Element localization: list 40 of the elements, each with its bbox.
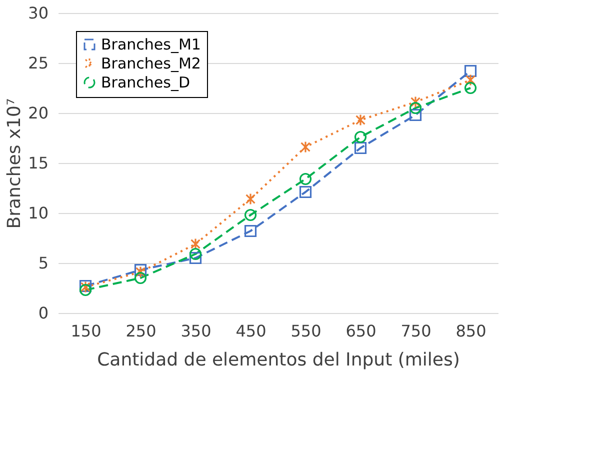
point (409, 108, 422, 122)
point (300, 140, 310, 154)
point (299, 186, 312, 198)
point (244, 224, 257, 238)
y-tick-label: 5 (38, 254, 48, 272)
point (134, 272, 147, 284)
legend-label: Branches_D (101, 74, 190, 92)
y-tick-label: 0 (38, 304, 48, 322)
x-tick-label: 850 (456, 322, 486, 340)
x-tick-label: 450 (236, 322, 266, 340)
point (356, 114, 366, 126)
point (244, 208, 257, 222)
point (464, 82, 477, 94)
y-tick-label: 15 (28, 154, 48, 172)
legend-label: Branches_M2 (101, 54, 201, 72)
point (354, 142, 367, 154)
y-tick-label: 30 (28, 4, 48, 22)
point (466, 74, 476, 86)
legend-label: Branches_M1 (101, 36, 201, 54)
point (464, 64, 477, 78)
y-axis-title: Branches x10⁷ (4, 98, 26, 229)
point (189, 252, 202, 264)
x-tick-label: 350 (180, 322, 212, 340)
y-tick-label: 10 (28, 204, 48, 222)
y-tick-label: 25 (28, 54, 48, 72)
point (410, 96, 420, 108)
point (246, 192, 256, 206)
x-tick-label: 750 (400, 322, 432, 340)
x-tick-label: 250 (126, 322, 156, 340)
point (299, 172, 312, 186)
point (189, 248, 202, 260)
x-axis-title: Cantidad de elementos del Input (miles) (97, 350, 460, 370)
x-tick-label: 550 (290, 322, 322, 340)
x-tick-label: 150 (70, 322, 102, 340)
point (79, 284, 92, 296)
point (190, 238, 200, 250)
y-tick-label: 20 (28, 104, 48, 122)
x-tick-label: 650 (346, 322, 376, 340)
point (409, 102, 422, 114)
point (354, 130, 367, 144)
